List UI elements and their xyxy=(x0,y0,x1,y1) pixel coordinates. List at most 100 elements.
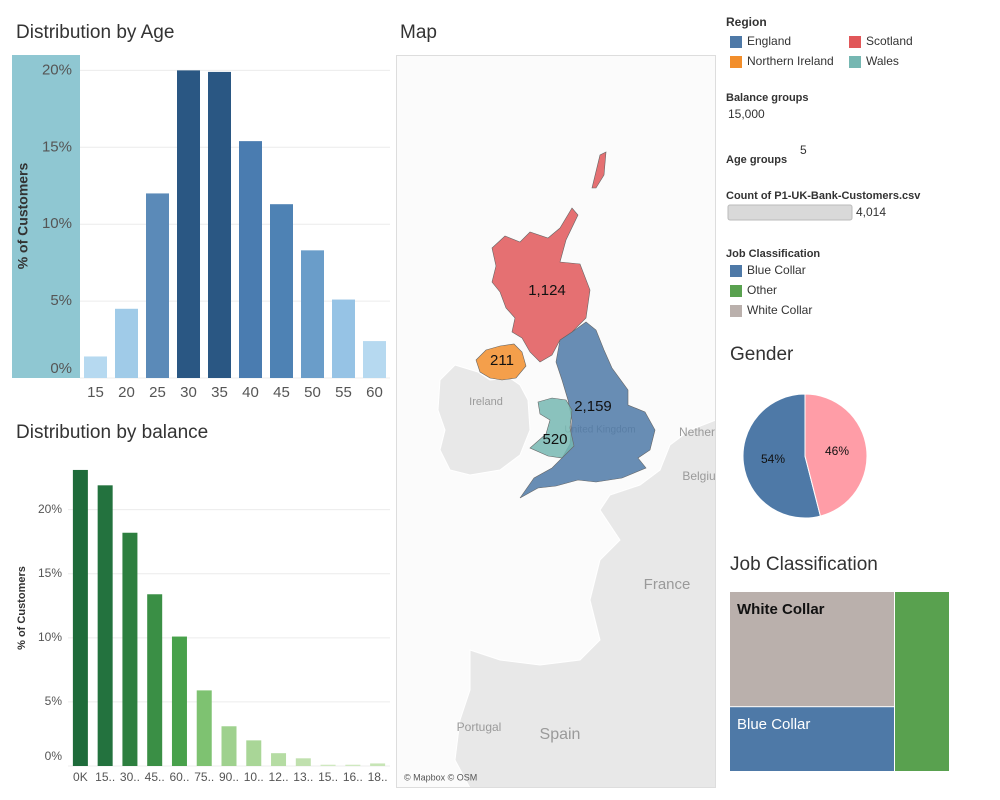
y-axis-label: % of Customers xyxy=(15,163,31,270)
axis-highlight xyxy=(12,55,80,378)
bar xyxy=(84,356,107,378)
bar xyxy=(332,299,355,378)
basemap-land xyxy=(437,364,531,476)
y-tick-label: 0% xyxy=(45,749,63,763)
region-value-label: 2,159 xyxy=(574,398,612,415)
attribution: © Mapbox © OSM xyxy=(404,772,477,782)
chart-title: Distribution by balance xyxy=(16,422,208,443)
legend-swatch[interactable] xyxy=(730,56,742,68)
bar xyxy=(239,141,262,378)
chart-title: Map xyxy=(400,22,437,43)
pie-slice[interactable] xyxy=(804,393,868,517)
basemap-label: Portugal xyxy=(457,720,502,734)
bar xyxy=(345,764,361,766)
bar xyxy=(208,71,231,379)
bar xyxy=(363,341,386,378)
treemap-cell[interactable] xyxy=(730,592,894,707)
x-tick-label: 40 xyxy=(242,384,259,401)
pie-slice[interactable] xyxy=(742,393,822,519)
bar xyxy=(115,308,138,378)
x-tick-label: 15.. xyxy=(95,770,115,784)
x-tick-label: 12.. xyxy=(269,770,289,784)
x-tick-label: 45 xyxy=(273,384,290,401)
legend-label[interactable]: Wales xyxy=(866,54,899,68)
control-label: Age groups xyxy=(726,154,787,166)
treemap-cell[interactable] xyxy=(895,592,949,771)
y-tick-label: 10% xyxy=(38,630,62,644)
pie-label: 46% xyxy=(825,444,849,458)
x-tick-label: 0K xyxy=(73,770,88,784)
x-tick-label: 45.. xyxy=(145,770,165,784)
x-tick-label: 10.. xyxy=(244,770,264,784)
legend-swatch[interactable] xyxy=(849,56,861,68)
chart-title: Distribution by Age xyxy=(16,22,174,43)
legend-swatch[interactable] xyxy=(730,265,742,277)
basemap-label: Ireland xyxy=(469,396,503,408)
pie-label: 54% xyxy=(761,452,785,466)
bar xyxy=(147,594,163,766)
x-tick-label: 16.. xyxy=(343,770,363,784)
basemap-land xyxy=(454,419,715,787)
treemap-label: Blue Collar xyxy=(737,716,810,733)
x-tick-label: 15.. xyxy=(318,770,338,784)
region-value-label: 1,124 xyxy=(528,282,566,299)
bar xyxy=(171,636,187,766)
chart-title: Job Classification xyxy=(730,554,878,575)
legend-label[interactable]: White Collar xyxy=(747,303,812,317)
bar xyxy=(97,485,113,766)
region[interactable] xyxy=(491,207,591,363)
bar xyxy=(221,726,237,766)
bar xyxy=(270,204,293,378)
region[interactable] xyxy=(475,343,527,381)
basemap-label: Belgiu xyxy=(682,469,715,483)
x-tick-label: 13.. xyxy=(293,770,313,784)
legend-swatch[interactable] xyxy=(730,305,742,317)
x-tick-label: 30 xyxy=(180,384,197,401)
y-tick-label: 5% xyxy=(45,694,63,708)
x-tick-label: 55 xyxy=(335,384,352,401)
region-value-label: 211 xyxy=(490,352,514,369)
x-tick-label: 15 xyxy=(87,384,104,401)
x-tick-label: 50 xyxy=(304,384,321,401)
legend-swatch[interactable] xyxy=(730,285,742,297)
basemap-label: France xyxy=(644,576,691,593)
x-tick-label: 60 xyxy=(366,384,383,401)
x-tick-label: 75.. xyxy=(194,770,214,784)
bar xyxy=(246,740,262,766)
treemap-label: White Collar xyxy=(737,601,825,618)
legend-swatch[interactable] xyxy=(849,36,861,48)
control-label: Balance groups xyxy=(726,92,809,104)
bar xyxy=(196,690,212,766)
control-value: 4,014 xyxy=(856,205,886,219)
bar xyxy=(295,758,311,766)
y-tick-label: 15% xyxy=(38,566,62,580)
bar xyxy=(370,763,386,766)
legend-label[interactable]: Other xyxy=(747,283,777,297)
y-tick-label: 15% xyxy=(42,138,72,155)
region[interactable] xyxy=(591,151,607,189)
control-label: Count of P1-UK-Bank-Customers.csv xyxy=(726,190,921,202)
legend-label[interactable]: England xyxy=(747,34,791,48)
treemap-cell[interactable] xyxy=(730,707,894,771)
legend-label[interactable]: Scotland xyxy=(866,34,913,48)
y-tick-label: 5% xyxy=(50,292,72,309)
legend-title: Region xyxy=(726,15,767,29)
bar xyxy=(177,70,200,378)
slider[interactable] xyxy=(727,204,853,221)
x-tick-label: 20 xyxy=(118,384,135,401)
legend-title: Job Classification xyxy=(726,248,820,260)
legend-label[interactable]: Northern Ireland xyxy=(747,54,834,68)
legend-swatch[interactable] xyxy=(730,36,742,48)
x-tick-label: 18.. xyxy=(368,770,388,784)
y-tick-label: 0% xyxy=(50,360,72,377)
legend-label[interactable]: Blue Collar xyxy=(747,263,806,277)
region[interactable] xyxy=(529,397,575,459)
control-value[interactable]: 15,000 xyxy=(728,107,765,121)
bar xyxy=(72,469,88,766)
bar xyxy=(122,532,138,766)
map-area: IrelandUnited KingdomNetherBelgiuFranceP… xyxy=(404,151,715,787)
basemap-label: Spain xyxy=(540,726,581,743)
chart-title: Gender xyxy=(730,344,794,365)
control-value[interactable]: 5 xyxy=(800,143,807,157)
x-tick-label: 35 xyxy=(211,384,228,401)
